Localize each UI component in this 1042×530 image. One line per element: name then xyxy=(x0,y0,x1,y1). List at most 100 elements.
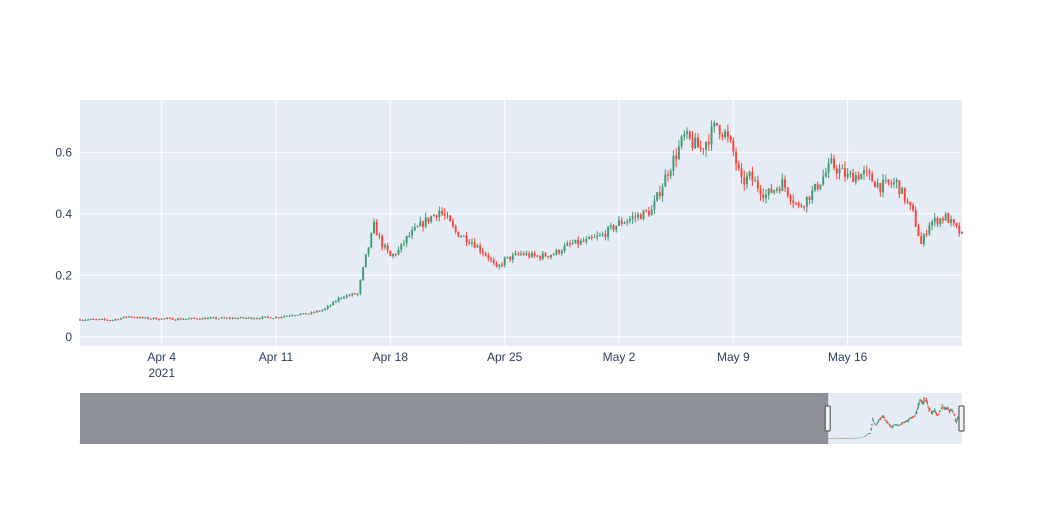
candle-up xyxy=(694,132,697,150)
candle-body xyxy=(166,317,169,319)
candle-body xyxy=(778,188,781,191)
candle-up xyxy=(111,319,114,322)
candle-down xyxy=(457,231,460,238)
candle-up xyxy=(294,314,297,317)
candle-body xyxy=(748,171,751,177)
candle-up xyxy=(895,177,898,189)
candle-body xyxy=(917,226,920,236)
candle-body xyxy=(187,318,190,320)
candle-body xyxy=(884,179,887,181)
candle-down xyxy=(304,313,307,315)
candle-up xyxy=(892,177,895,188)
candle-up xyxy=(351,292,354,297)
candle-body xyxy=(675,155,678,159)
candle-body xyxy=(694,137,697,148)
rangeslider-handle-right[interactable] xyxy=(958,405,965,432)
candle-body xyxy=(441,211,444,214)
candle-body xyxy=(141,316,144,318)
candle-body xyxy=(468,242,471,244)
candle-up xyxy=(571,239,574,245)
candle-down xyxy=(759,184,762,201)
candle-body xyxy=(544,253,547,257)
candle-up xyxy=(525,250,528,257)
candle-down xyxy=(952,218,955,227)
candle-down xyxy=(675,147,678,168)
candle-body xyxy=(258,318,261,320)
candle-body xyxy=(492,259,495,264)
candle-body xyxy=(114,319,117,321)
candle-up xyxy=(822,169,825,186)
candle-down xyxy=(688,130,691,140)
candle-body xyxy=(484,253,487,256)
candle-body xyxy=(536,255,539,257)
candle-body xyxy=(762,194,765,198)
candle-down xyxy=(492,257,495,266)
candle-body xyxy=(394,254,397,256)
candle-body xyxy=(569,243,571,245)
candle-body xyxy=(830,158,833,164)
candle-up xyxy=(846,167,849,180)
range-slider[interactable] xyxy=(79,393,965,444)
candle-up xyxy=(950,215,953,227)
candle-body xyxy=(724,131,727,138)
y-axis-ticks: 0 0.2 0.4 0.6 xyxy=(55,145,72,344)
candle-body xyxy=(667,174,669,176)
candle-body xyxy=(754,180,757,182)
candle-body xyxy=(500,264,503,266)
candle-body xyxy=(272,318,275,320)
x-tick-label: May 2 xyxy=(603,350,636,364)
candle-down xyxy=(500,262,503,268)
candle-body xyxy=(509,256,512,260)
candle-up xyxy=(566,240,569,247)
candle-body xyxy=(356,293,359,295)
candle-body xyxy=(269,317,272,319)
candle-up xyxy=(530,250,533,259)
candle-down xyxy=(732,137,735,157)
candle-up xyxy=(637,212,640,221)
candle-body xyxy=(620,220,623,224)
candle-body xyxy=(449,215,452,222)
candle-body xyxy=(637,214,640,218)
candle-body xyxy=(147,317,150,319)
candle-down xyxy=(103,317,106,321)
candle-body xyxy=(405,235,408,244)
candle-body xyxy=(688,131,691,139)
candle-up xyxy=(114,318,117,321)
candle-down xyxy=(577,236,580,249)
candle-up xyxy=(373,218,375,235)
candle-body xyxy=(239,317,242,319)
candle-body xyxy=(152,317,155,319)
candle-down xyxy=(92,318,95,321)
candle-body xyxy=(781,179,784,191)
candle-down xyxy=(473,238,476,249)
candle-down xyxy=(517,251,520,256)
candle-up xyxy=(408,232,411,238)
candle-down xyxy=(702,147,705,156)
candle-down xyxy=(465,232,468,247)
candle-body xyxy=(430,216,433,222)
candle-up xyxy=(253,317,256,320)
candle-body xyxy=(898,180,901,194)
candle-body xyxy=(664,174,667,187)
candle-up xyxy=(411,226,414,240)
candle-body xyxy=(593,236,596,238)
rangeslider-handle-left[interactable] xyxy=(824,405,831,432)
candle-body xyxy=(424,217,427,227)
candle-body xyxy=(277,317,280,319)
candle-up xyxy=(669,168,672,179)
candle-body xyxy=(133,317,136,319)
candle-down xyxy=(737,160,740,171)
candle-body xyxy=(808,196,811,201)
candle-up xyxy=(607,225,610,241)
candle-up xyxy=(226,317,228,319)
x-tick-label: May 16 xyxy=(828,350,868,364)
candle-body xyxy=(656,192,659,201)
candle-down xyxy=(509,256,512,262)
candle-body xyxy=(125,316,128,318)
candle-down xyxy=(441,207,444,216)
candle-down xyxy=(95,318,98,321)
candle-body xyxy=(326,306,329,309)
candle-body xyxy=(345,295,348,298)
candle-down xyxy=(743,170,746,191)
candle-down xyxy=(490,256,493,263)
